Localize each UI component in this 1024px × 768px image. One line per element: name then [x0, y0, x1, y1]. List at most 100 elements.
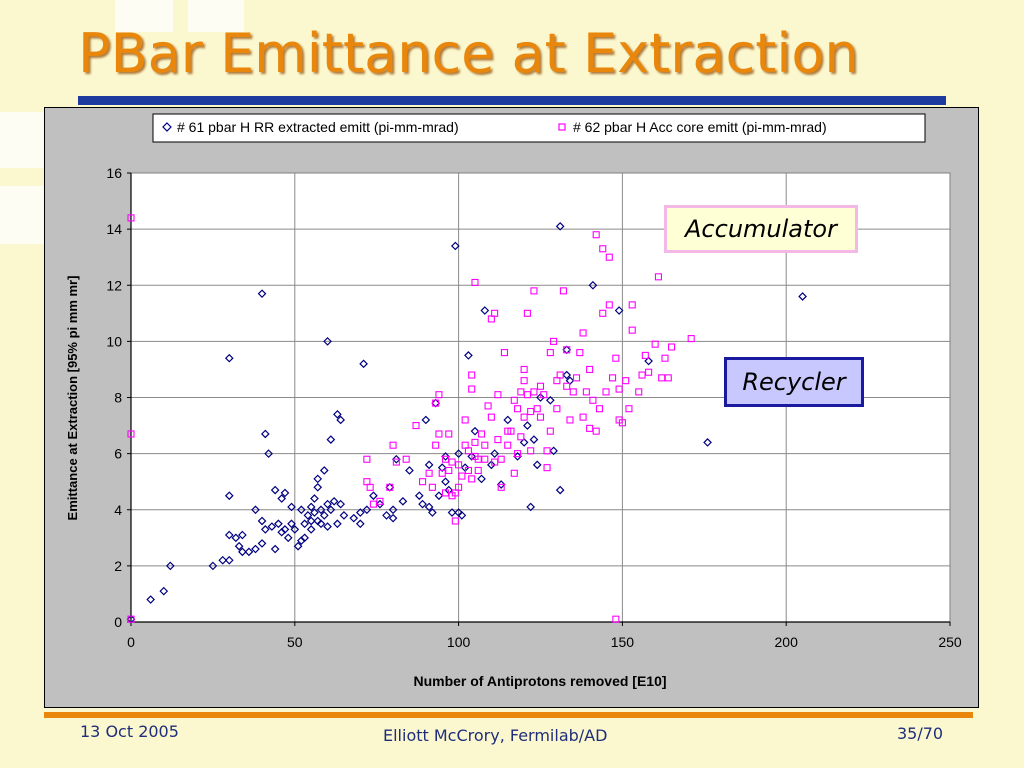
data-point-series-62	[582, 388, 590, 396]
data-point-series-61	[316, 505, 326, 515]
legend-square-icon	[558, 123, 566, 131]
data-point-series-62	[366, 483, 374, 491]
x-axis-label: Number of Antiprotons removed [E10]	[413, 673, 666, 689]
data-point-series-61	[549, 446, 558, 456]
data-point-series-61	[238, 547, 247, 557]
data-point-series-61	[529, 435, 539, 444]
data-point-series-62	[536, 413, 545, 421]
data-point-series-62	[615, 385, 623, 393]
data-point-series-62	[553, 405, 561, 413]
data-point-series-62	[628, 301, 636, 309]
data-point-series-61	[323, 499, 332, 509]
data-point-series-62	[533, 405, 541, 413]
data-point-series-61	[418, 499, 427, 509]
data-point-series-62	[546, 349, 554, 357]
data-point-series-61	[405, 466, 414, 475]
data-point-series-62	[517, 388, 525, 396]
data-point-series-62	[612, 354, 620, 362]
footer-author: Elliott McCrory, Fermilab/AD	[383, 726, 608, 745]
data-point-series-61	[355, 508, 365, 517]
data-point-series-62	[471, 278, 479, 286]
data-point-series-62	[550, 337, 558, 345]
x-tick-label: 50	[287, 634, 303, 650]
data-point-series-61	[280, 525, 290, 534]
data-point-series-61	[316, 519, 326, 529]
data-point-series-61	[306, 502, 316, 512]
data-point-series-62	[471, 438, 479, 446]
data-point-series-62	[667, 343, 676, 351]
data-point-series-62	[507, 427, 515, 435]
data-point-series-62	[556, 371, 564, 379]
data-point-series-62	[497, 455, 505, 463]
decor-square-4	[0, 186, 44, 244]
data-point-series-62	[504, 441, 512, 449]
data-point-series-62	[566, 416, 574, 424]
data-point-series-61	[297, 505, 306, 515]
data-point-series-62	[641, 351, 649, 359]
data-point-series-61	[526, 502, 536, 512]
data-point-series-61	[244, 547, 254, 557]
decor-square-1	[115, 0, 173, 32]
data-point-series-61	[310, 508, 319, 517]
legend-diamond-icon	[162, 122, 172, 132]
data-point-series-61	[369, 491, 378, 501]
data-point-series-61	[323, 337, 332, 346]
data-point-series-62	[592, 427, 600, 435]
data-point-series-62	[441, 489, 450, 497]
data-point-series-62	[412, 422, 420, 430]
chart-frame: 0 2 4 6 8 10 12 14 16 0 50 100 150 200 250 # 61 pbar H…	[44, 107, 979, 708]
data-point-series-61	[300, 519, 309, 529]
data-point-series-62	[589, 396, 597, 404]
data-point-series-61	[513, 452, 522, 461]
data-point-series-62	[419, 478, 427, 486]
data-point-series-62	[540, 391, 548, 399]
data-point-series-62	[445, 466, 453, 475]
data-point-series-62	[455, 461, 463, 469]
data-point-series-62	[500, 349, 509, 357]
data-point-series-62	[586, 365, 594, 373]
data-point-series-62	[497, 483, 505, 491]
y-tick-label: 14	[106, 221, 122, 237]
data-point-series-62	[481, 455, 489, 463]
data-point-series-61	[437, 463, 447, 473]
x-tick-label: 150	[611, 634, 635, 650]
data-point-series-62	[438, 469, 446, 477]
data-point-series-61	[333, 409, 342, 419]
data-point-series-62	[635, 388, 643, 396]
data-point-series-61	[398, 496, 408, 506]
data-point-series-61	[326, 435, 336, 444]
data-point-series-61	[277, 527, 287, 537]
data-point-series-62	[563, 346, 571, 354]
data-point-series-62	[491, 458, 499, 466]
data-point-series-62	[602, 388, 610, 396]
data-point-series-61	[270, 485, 280, 495]
data-point-series-61	[336, 499, 346, 509]
data-point-series-62	[569, 388, 577, 396]
data-point-series-62	[392, 458, 400, 466]
data-point-series-61	[333, 519, 342, 529]
data-point-series-61	[362, 505, 372, 515]
data-point-series-61	[355, 519, 365, 529]
decor-square-2	[188, 0, 244, 32]
data-point-series-61	[146, 595, 156, 604]
data-point-series-61	[375, 499, 385, 509]
data-point-series-62	[510, 396, 518, 404]
data-point-series-61	[224, 555, 234, 565]
data-point-series-61	[424, 460, 434, 470]
data-point-series-62	[622, 377, 630, 385]
data-point-series-62	[386, 483, 394, 491]
data-point-series-62	[455, 483, 463, 491]
data-point-series-61	[264, 449, 273, 458]
data-point-series-62	[605, 253, 613, 261]
data-point-series-62	[605, 301, 613, 309]
data-point-series-61	[392, 454, 401, 464]
data-point-series-61	[339, 511, 349, 520]
data-point-series-62	[651, 340, 659, 348]
data-point-series-61	[477, 474, 486, 484]
data-point-series-61	[457, 511, 467, 520]
data-point-series-61	[306, 516, 316, 526]
y-tick-label: 0	[114, 614, 122, 630]
data-point-series-61	[313, 482, 323, 492]
data-point-series-62	[363, 455, 371, 463]
data-point-series-61	[270, 544, 280, 554]
